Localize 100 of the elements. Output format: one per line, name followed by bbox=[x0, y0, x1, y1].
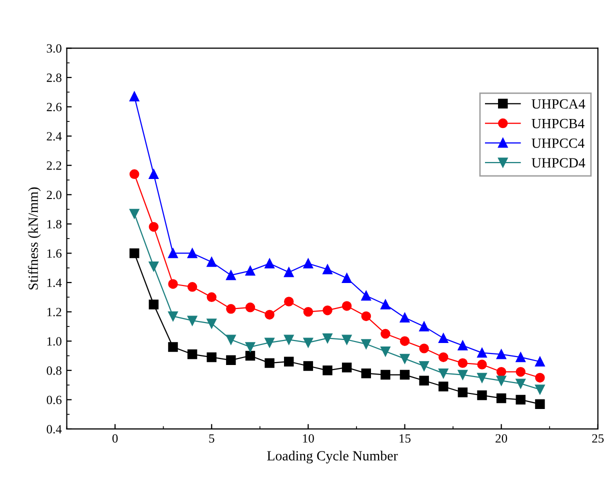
x-tick-label: 25 bbox=[592, 434, 604, 443]
point bbox=[130, 208, 140, 219]
point bbox=[438, 333, 448, 344]
x-tick-label: 0 bbox=[112, 434, 118, 443]
point bbox=[322, 264, 332, 274]
point bbox=[206, 292, 216, 302]
point bbox=[419, 376, 429, 386]
point bbox=[400, 336, 410, 346]
point bbox=[226, 304, 236, 314]
point bbox=[361, 339, 371, 349]
y-tick-label: 2.4 bbox=[46, 132, 62, 141]
point bbox=[516, 378, 526, 388]
point bbox=[148, 262, 159, 272]
x-tick-label: 20 bbox=[496, 434, 508, 443]
point bbox=[187, 248, 198, 258]
y-axis-title: Stiffness (kN/mm) bbox=[28, 187, 41, 290]
point bbox=[148, 222, 159, 232]
point bbox=[187, 349, 198, 360]
point bbox=[130, 248, 140, 258]
point bbox=[419, 322, 429, 332]
point bbox=[496, 376, 506, 386]
point bbox=[264, 258, 274, 268]
x-tick-label: 10 bbox=[303, 434, 314, 443]
y-tick-label: 0.6 bbox=[46, 396, 62, 404]
x-tick-label: 5 bbox=[209, 434, 214, 443]
point bbox=[168, 311, 178, 322]
point bbox=[168, 342, 178, 352]
y-tick-label: 2.2 bbox=[46, 161, 62, 170]
y-tick-label: 2.8 bbox=[46, 74, 62, 82]
point bbox=[477, 372, 487, 383]
point bbox=[496, 349, 506, 360]
point bbox=[535, 384, 545, 394]
point bbox=[226, 355, 236, 366]
point bbox=[264, 310, 274, 320]
point bbox=[400, 354, 410, 364]
point bbox=[477, 360, 487, 370]
y-tick-label: 1.0 bbox=[47, 337, 62, 346]
point bbox=[303, 338, 314, 348]
legend-label: UHPCC4 bbox=[532, 138, 584, 148]
point bbox=[130, 169, 140, 180]
point bbox=[284, 267, 294, 278]
y-tick-label: 3.0 bbox=[46, 44, 62, 53]
point bbox=[438, 368, 448, 378]
point bbox=[148, 300, 159, 310]
point bbox=[130, 92, 140, 102]
y-tick-label: 1.2 bbox=[47, 308, 62, 316]
point bbox=[458, 370, 468, 380]
point bbox=[284, 334, 294, 345]
point bbox=[380, 346, 390, 356]
point bbox=[303, 258, 314, 268]
point bbox=[322, 333, 332, 344]
point bbox=[187, 282, 198, 292]
y-tick-label: 1.8 bbox=[47, 220, 62, 228]
point bbox=[438, 382, 448, 392]
point bbox=[245, 302, 256, 312]
y-tick-label: 2.6 bbox=[46, 102, 62, 112]
point bbox=[361, 290, 371, 301]
point bbox=[284, 296, 294, 306]
point bbox=[458, 340, 468, 350]
point bbox=[400, 370, 410, 380]
point bbox=[245, 342, 256, 352]
point bbox=[535, 372, 545, 383]
point bbox=[516, 367, 526, 377]
point bbox=[226, 334, 236, 345]
point bbox=[206, 318, 216, 328]
point bbox=[264, 358, 274, 368]
point bbox=[226, 270, 236, 280]
y-tick-label: 1.4 bbox=[47, 278, 62, 288]
y-tick-label: 0.4 bbox=[46, 425, 62, 434]
x-tick-label: 15 bbox=[400, 434, 411, 443]
point bbox=[458, 388, 468, 398]
point bbox=[342, 273, 352, 283]
point bbox=[342, 301, 352, 311]
point bbox=[516, 394, 526, 405]
point bbox=[303, 361, 314, 371]
point bbox=[458, 358, 468, 368]
point bbox=[342, 362, 352, 372]
point bbox=[380, 370, 390, 380]
point bbox=[284, 356, 294, 366]
point bbox=[535, 399, 545, 409]
point bbox=[516, 352, 526, 362]
point bbox=[419, 361, 429, 371]
point bbox=[342, 334, 352, 345]
point bbox=[361, 368, 371, 378]
point bbox=[168, 279, 178, 289]
point bbox=[264, 338, 274, 348]
point bbox=[187, 316, 198, 326]
point bbox=[206, 257, 216, 267]
point bbox=[245, 266, 256, 276]
x-axis-title: Loading Cycle Number bbox=[267, 450, 398, 464]
point bbox=[438, 352, 448, 362]
point bbox=[419, 344, 429, 354]
point bbox=[496, 367, 506, 377]
y-tick-label: 2.0 bbox=[46, 190, 62, 200]
point bbox=[380, 300, 390, 310]
point bbox=[400, 312, 410, 323]
point bbox=[380, 328, 390, 339]
legend-label: UHPCD4 bbox=[532, 158, 586, 168]
point bbox=[168, 248, 178, 258]
point bbox=[477, 348, 487, 358]
